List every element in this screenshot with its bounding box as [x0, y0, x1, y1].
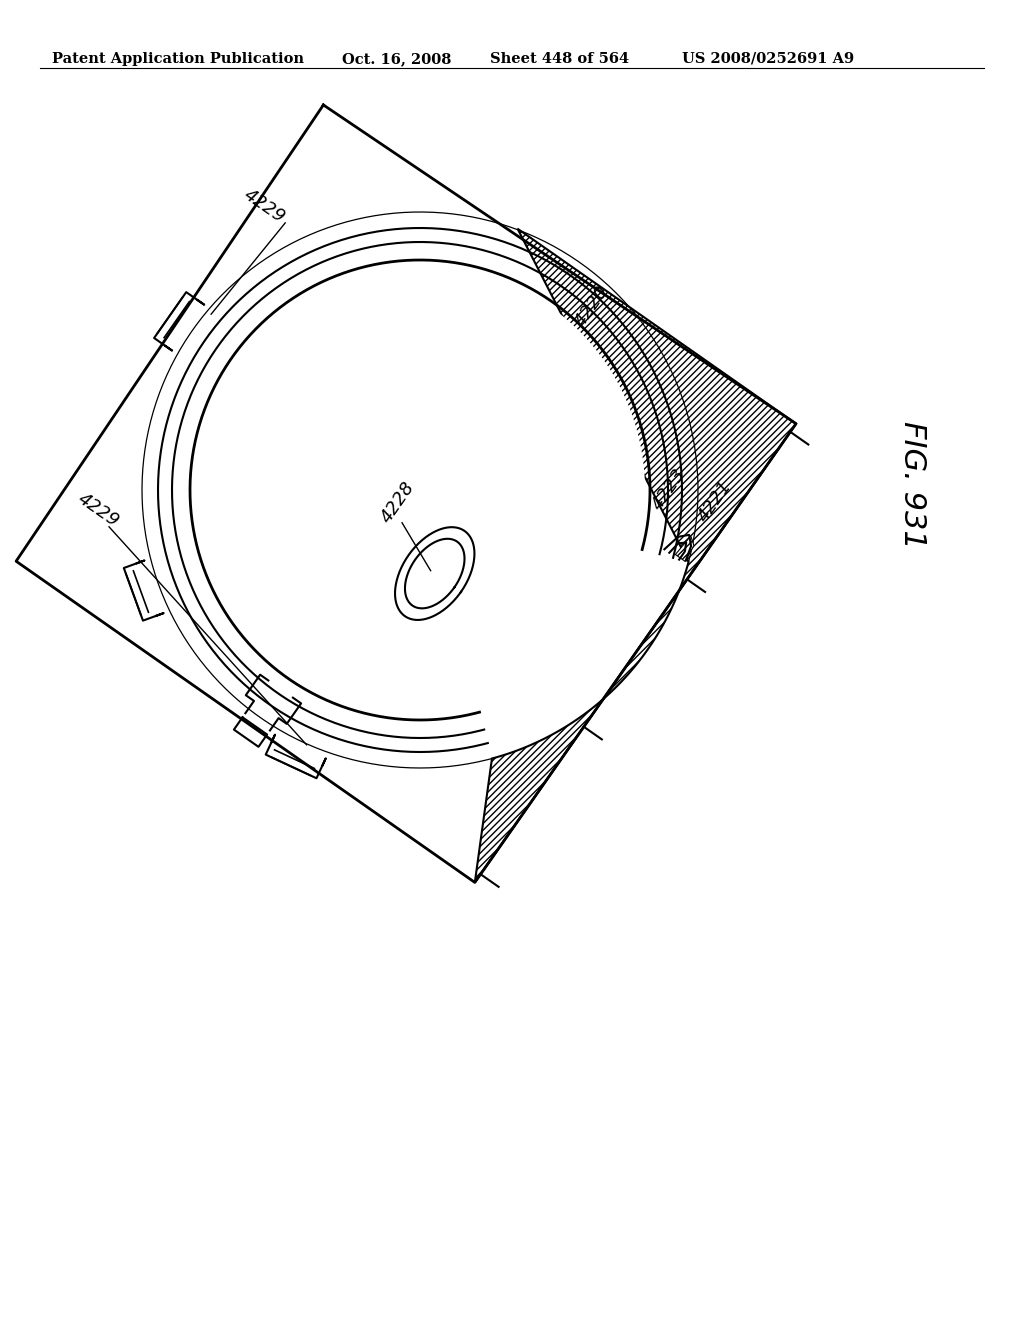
Polygon shape: [676, 536, 694, 561]
Text: Oct. 16, 2008: Oct. 16, 2008: [342, 51, 452, 66]
Text: 4223: 4223: [648, 466, 689, 513]
Text: 4229: 4229: [241, 186, 288, 227]
Text: 4229: 4229: [74, 490, 122, 531]
Text: 4221: 4221: [694, 477, 735, 525]
Polygon shape: [475, 228, 796, 882]
Text: US 2008/0252691 A9: US 2008/0252691 A9: [682, 51, 854, 66]
Text: Sheet 448 of 564: Sheet 448 of 564: [490, 51, 629, 66]
Text: 4220: 4220: [571, 282, 612, 330]
Polygon shape: [195, 265, 645, 715]
Polygon shape: [427, 527, 474, 611]
Text: FIG. 931: FIG. 931: [897, 421, 927, 549]
Text: Patent Application Publication: Patent Application Publication: [52, 51, 304, 66]
Text: 4228: 4228: [377, 479, 418, 527]
